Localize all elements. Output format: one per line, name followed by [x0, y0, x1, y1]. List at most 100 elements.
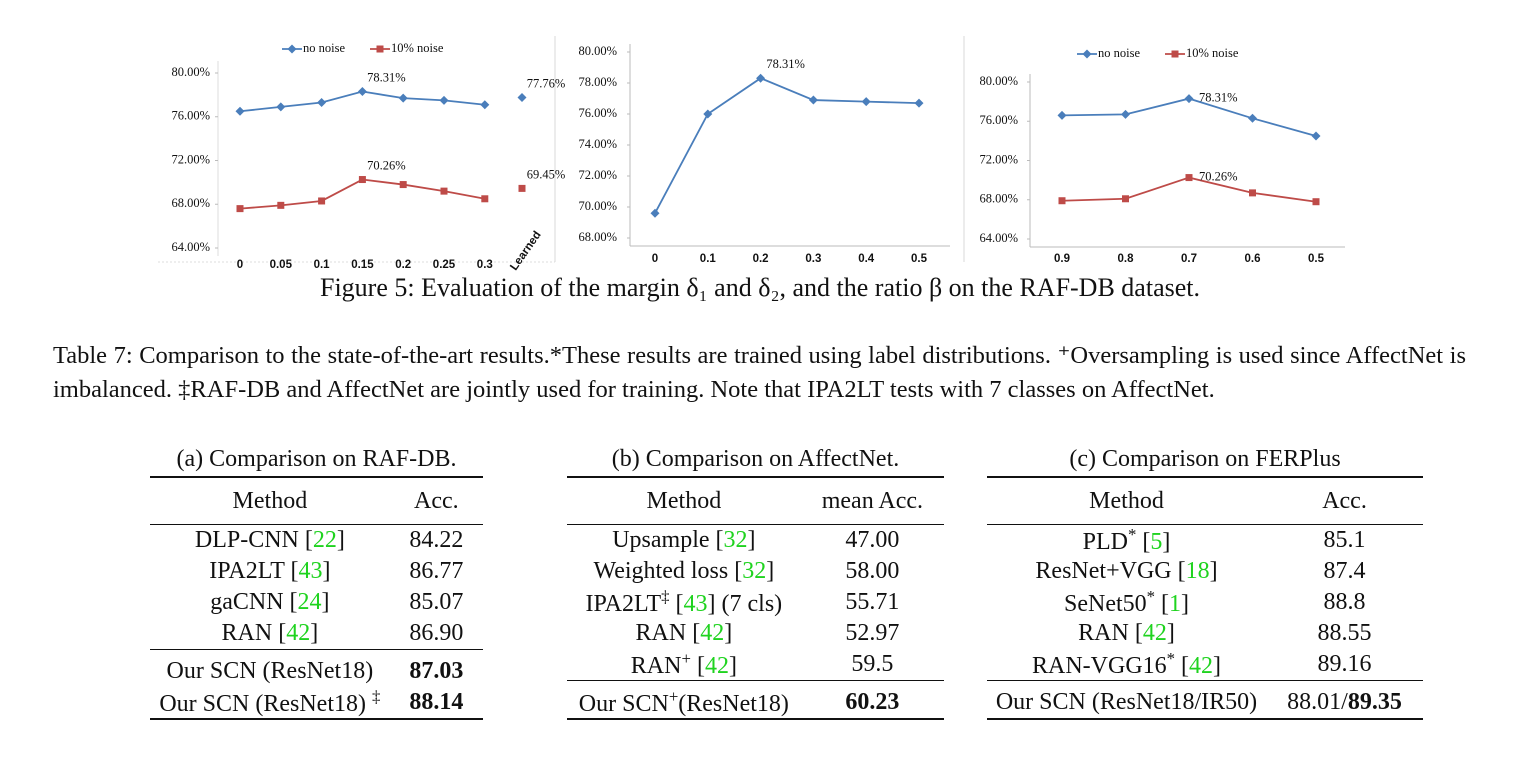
x-tick-label: 0.3 — [477, 259, 493, 271]
point — [481, 195, 489, 203]
cell: RAN [42] — [987, 618, 1266, 649]
cell: 85.07 — [390, 587, 483, 618]
header-cell: Method — [987, 477, 1267, 525]
cell: Our SCN (ResNet18) — [150, 649, 390, 687]
cell-text: SeNet50 — [1063, 591, 1147, 617]
cell-text: + — [681, 649, 691, 668]
cell-text: Upsample [ — [612, 527, 724, 553]
row: SeNet50* [1] 88.8 — [987, 587, 1423, 618]
table-title: (c) Comparison on FERPlus — [1069, 446, 1341, 472]
data-label: 78.31% — [766, 57, 805, 71]
header-cell: Method — [150, 477, 390, 525]
y-tick-label: 80.00% — [578, 44, 617, 58]
x-tick-label: 0.25 — [433, 259, 456, 271]
point — [914, 98, 924, 108]
x-tick-label: 0.2 — [395, 259, 411, 271]
cell-text: 32 — [723, 527, 748, 553]
cell-text: PLD — [1082, 529, 1128, 555]
cell-text: 43 — [683, 591, 708, 617]
cell-text: [ — [690, 653, 705, 679]
cell-text: 24 — [297, 589, 322, 615]
row: RAN [42] 88.55 — [987, 618, 1423, 649]
cell: 84.22 — [390, 525, 483, 557]
point — [318, 197, 326, 205]
cell-text: 42 — [1142, 620, 1167, 646]
point — [480, 100, 490, 110]
row: Our SCN+(ResNet18) 60.23 — [567, 680, 944, 719]
header-row: Method Acc. — [987, 477, 1423, 525]
cell-text: 55.71 — [845, 589, 900, 615]
table-group: PLD* [5] 85.1 ResNet+VGG [18] 87.4 SeNet50* … — [987, 525, 1423, 681]
table-head: Method Acc. — [150, 477, 483, 525]
row: DLP-CNN [22] 84.22 — [150, 525, 483, 557]
x-tick-label: 0 — [237, 259, 243, 271]
point — [861, 97, 871, 107]
figure-caption: Figure 5: Evaluation of the margin δ₁ an… — [320, 273, 1200, 302]
cell-text: 22 — [312, 527, 337, 553]
cell-text: 5 — [1150, 529, 1163, 555]
cell-text: 1 — [1169, 591, 1182, 617]
data-label: 70.26% — [367, 158, 406, 172]
figure: 64.00% 68.00% 72.00% 76.00% 80.00% 0 0.05 0.1 0.… — [158, 36, 1345, 273]
cell-text: ] — [728, 653, 737, 679]
header-cell: mean Acc. — [800, 477, 944, 525]
point — [1057, 110, 1067, 120]
point — [1171, 50, 1179, 58]
table-head: Method mean Acc. — [567, 477, 944, 525]
series-line — [239, 178, 485, 210]
cell-text: RAN [ — [635, 620, 701, 646]
cell-text: 59.5 — [851, 651, 894, 677]
x-tick-label: 0.4 — [858, 253, 875, 265]
cell-text: 88.8 — [1323, 589, 1366, 615]
cell-text: RAN [ — [1078, 620, 1143, 646]
cell-text: * — [1146, 587, 1156, 606]
cell-text: ] — [321, 589, 330, 615]
table-block: (b) Comparison on AffectNet. Method mean A… — [567, 444, 944, 720]
cell: 89.16 — [1266, 649, 1423, 681]
table: Method Acc. DLP-CNN [22] 84.22 IPA2LT [43] 86… — [150, 476, 483, 720]
cell-text: 42 — [1189, 653, 1214, 679]
data-label: 78.31% — [367, 70, 406, 84]
legend-label: no noise — [303, 41, 345, 55]
cell-text: DLP-CNN [ — [194, 527, 313, 553]
cell: 59.5 — [801, 649, 944, 681]
row: Weighted loss [32] 58.00 — [567, 556, 944, 587]
cell-text: 84.22 — [409, 527, 464, 553]
cell-text: 88.55 — [1317, 620, 1372, 646]
point — [517, 93, 527, 102]
cell-text: Weighted loss [ — [593, 558, 743, 584]
cell-text: 42 — [704, 653, 729, 679]
row: Our SCN (ResNet18/IR50) 88.01/89.35 — [987, 680, 1423, 719]
cell-text: 42 — [700, 620, 725, 646]
cell: RAN+ [42] — [567, 649, 801, 681]
cell-text: 88.01/ — [1287, 689, 1348, 715]
point — [1185, 174, 1193, 182]
cell-text: + — [668, 687, 679, 706]
point — [235, 106, 245, 116]
cell: ResNet+VGG [18] — [987, 556, 1266, 587]
cell-text: Our SCN (ResNet18) — [166, 658, 374, 684]
cell: 55.71 — [801, 587, 944, 618]
cell-text: 18 — [1185, 558, 1210, 584]
y-tick-label: 76.00% — [171, 109, 210, 123]
x-tick-label: 0.9 — [1054, 253, 1070, 265]
cell-text: 42 — [286, 620, 311, 646]
y-tick-label: 64.00% — [171, 240, 210, 254]
point — [236, 205, 244, 213]
cell-text: 85.07 — [409, 589, 464, 615]
x-tick-label: 0.15 — [351, 259, 374, 271]
table-group: Our SCN (ResNet18/IR50) 88.01/89.35 — [987, 680, 1423, 719]
cell: 85.1 — [1266, 525, 1423, 557]
cell: 88.14 — [390, 687, 483, 719]
cell: RAN [42] — [150, 618, 390, 650]
cell-text: ‡ — [372, 687, 381, 706]
cell-text: ] — [336, 527, 345, 553]
row: IPA2LT‡ [43] (7 cls) 55.71 — [567, 587, 944, 618]
point — [1058, 197, 1066, 205]
cell: 87.03 — [389, 649, 483, 687]
x-tick-label: 0.7 — [1181, 253, 1197, 265]
cell-text: ] — [1209, 558, 1218, 584]
cell-text: 85.1 — [1323, 527, 1366, 553]
cell-text: * — [1166, 649, 1176, 668]
point — [1121, 109, 1130, 119]
